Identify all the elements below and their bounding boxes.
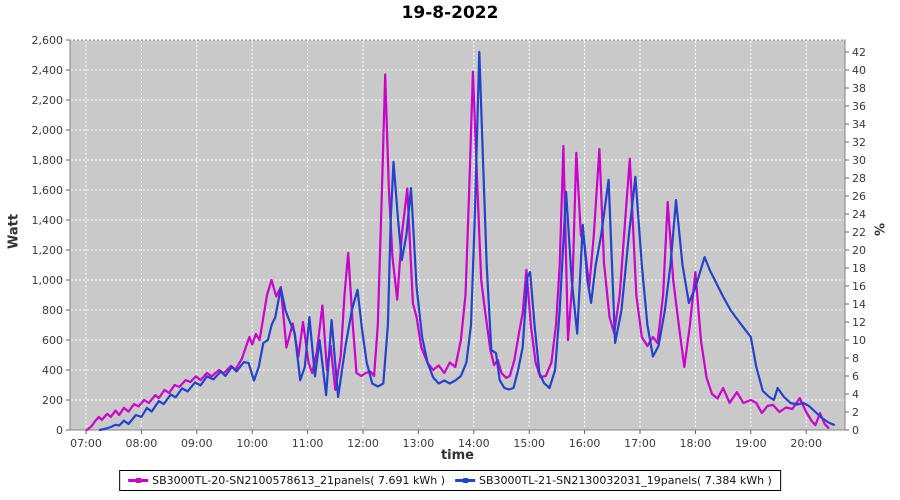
- y-axis-tick-label-left: 2,600: [32, 34, 64, 47]
- x-axis-tick-label: 13:00: [403, 437, 435, 450]
- y-axis-tick-label-right: 16: [852, 280, 866, 293]
- x-axis-tick-label: 12:00: [347, 437, 379, 450]
- y-axis-tick-label-right: 2: [852, 406, 859, 419]
- y-axis-tick-label-left: 2,000: [32, 124, 64, 137]
- y-axis-tick-label-right: 42: [852, 46, 866, 59]
- y-axis-tick-label-right: 18: [852, 262, 866, 275]
- y-axis-tick-label-left: 1,200: [32, 244, 64, 257]
- x-axis-tick-label: 09:00: [181, 437, 213, 450]
- x-axis-title: time: [440, 448, 475, 463]
- x-axis-tick-label: 19:00: [735, 437, 767, 450]
- y-axis-tick-label-left: 0: [56, 424, 63, 437]
- y-axis-tick-label-right: 34: [852, 118, 866, 131]
- x-axis-tick-label: 18:00: [680, 437, 712, 450]
- y-axis-tick-label-right: 38: [852, 82, 866, 95]
- y-axis-tick-label-left: 1,800: [32, 154, 64, 167]
- legend-label-inverter-20: SB3000TL-20-SN2100578613_21panels( 7.691…: [152, 474, 445, 487]
- y-axis-tick-label-right: 10: [852, 334, 866, 347]
- legend-line-magenta-swatch: [128, 478, 149, 483]
- y-axis-tick-label-left: 1,000: [32, 274, 64, 287]
- y-axis-tick-label-right: 12: [852, 316, 866, 329]
- y-axis-tick-label-right: 0: [852, 424, 859, 437]
- y-axis-title-right: %: [870, 222, 886, 237]
- chart-title: 19-8-2022: [401, 3, 499, 23]
- y-axis-tick-label-left: 1,400: [32, 214, 64, 227]
- y-axis-tick-label-left: 1,600: [32, 184, 64, 197]
- plot-svg: 02004006008001,0001,2001,4001,6001,8002,…: [32, 34, 867, 450]
- y-axis-tick-label-left: 800: [42, 304, 63, 317]
- x-axis-tick-label: 11:00: [292, 437, 324, 450]
- series-line-sb3000tl-20: [85, 70, 830, 432]
- y-axis-tick-label-left: 2,200: [32, 94, 64, 107]
- y-axis-tick-label-left: 200: [42, 394, 63, 407]
- x-axis-tick-label: 16:00: [569, 437, 601, 450]
- y-axis-tick-label-right: 26: [852, 190, 866, 203]
- legend-item-inverter-20: SB3000TL-20-SN2100578613_21panels( 7.691…: [128, 474, 445, 487]
- y-axis-tick-label-left: 2,400: [32, 64, 64, 77]
- x-axis-tick-label: 15:00: [513, 437, 545, 450]
- x-axis-tick-label: 07:00: [70, 437, 102, 450]
- legend-item-inverter-21: SB3000TL-21-SN2130032031_19panels( 7.384…: [455, 474, 772, 487]
- y-axis-tick-label-right: 28: [852, 172, 866, 185]
- plot-area: [69, 39, 846, 431]
- y-axis-tick-label-right: 20: [852, 244, 866, 257]
- legend-line-blue-swatch: [455, 478, 475, 483]
- y-axis-tick-label-right: 22: [852, 226, 866, 239]
- y-axis-tick-label-right: 32: [852, 136, 866, 149]
- y-axis-title-left: Watt: [6, 213, 22, 250]
- x-axis-tick-label: 17:00: [624, 437, 656, 450]
- y-axis-tick-label-right: 4: [852, 388, 859, 401]
- y-axis-tick-label-right: 6: [852, 370, 859, 383]
- series-line-sb3000tl-21: [98, 50, 836, 432]
- x-axis-tick-label: 10:00: [236, 437, 268, 450]
- y-axis-tick-label-right: 24: [852, 208, 866, 221]
- y-axis-tick-label-right: 36: [852, 100, 866, 113]
- x-axis-tick-label: 20:00: [790, 437, 822, 450]
- x-axis-tick-label: 14:00: [458, 437, 490, 450]
- y-axis-tick-label-right: 14: [852, 298, 866, 311]
- y-axis-tick-label-left: 400: [42, 364, 63, 377]
- y-axis-tick-label-left: 600: [42, 334, 63, 347]
- y-axis-tick-label-right: 8: [852, 352, 859, 365]
- x-axis-tick-label: 08:00: [126, 437, 158, 450]
- y-axis-tick-label-right: 30: [852, 154, 866, 167]
- legend-label-inverter-21: SB3000TL-21-SN2130032031_19panels( 7.384…: [479, 474, 772, 487]
- legend: SB3000TL-20-SN2100578613_21panels( 7.691…: [119, 470, 781, 491]
- y-axis-tick-label-right: 40: [852, 64, 866, 77]
